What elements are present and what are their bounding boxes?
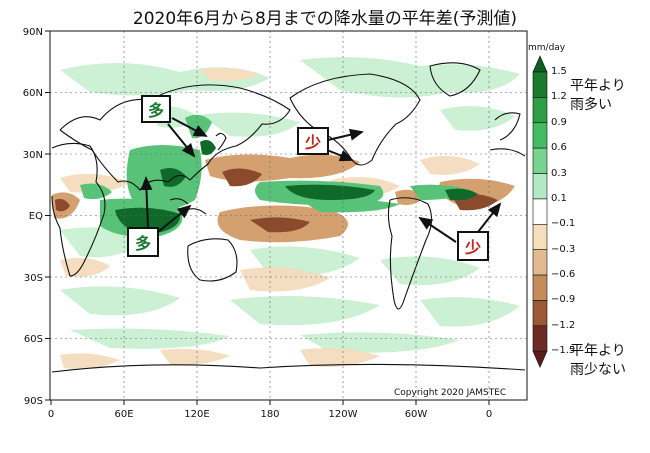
colorbar-tick-label: −1.5 — [551, 345, 576, 357]
islands-outline — [169, 198, 189, 205]
callout-label: 多 — [135, 234, 151, 253]
callout-dry-1: 少 — [297, 127, 329, 155]
wet-label-line2: 雨多い — [570, 97, 612, 113]
tick-marks — [45, 30, 490, 405]
colorbar-unit: mm/day — [528, 43, 566, 53]
lon-label: 120E — [184, 409, 209, 420]
lon-label: 180 — [260, 409, 279, 420]
colorbar-tick-label: 0.6 — [551, 142, 567, 154]
australia-outline — [187, 238, 238, 282]
colorbar-top-triangle — [532, 55, 548, 73]
wet-label-line1: 平年より — [570, 78, 626, 94]
lat-label: 60N — [23, 88, 43, 99]
lat-label: 30S — [24, 273, 43, 284]
gridlines — [50, 31, 527, 400]
colorbar-segment — [532, 224, 548, 250]
dry-label-line1: 平年より — [570, 343, 626, 359]
colorbar-bottom-triangle — [532, 350, 548, 368]
callout-wet-2: 多 — [127, 227, 159, 257]
greenland-outline — [429, 62, 481, 97]
lat-label: 60S — [24, 334, 43, 345]
callout-dry-2: 少 — [457, 231, 489, 261]
colorbar-tick-label: 0.9 — [551, 116, 567, 128]
colorbar-tick-label: 0.3 — [551, 167, 567, 179]
lat-label: 90N — [23, 27, 43, 38]
callout-label: 多 — [148, 101, 164, 120]
africa-outline — [51, 142, 106, 277]
colorbar-tick-label: −0.6 — [551, 269, 576, 281]
colorbar-segment — [532, 300, 548, 327]
lon-label: 0 — [48, 409, 54, 420]
colorbar-tick-label: 1.2 — [551, 91, 567, 103]
callout-label: 少 — [304, 133, 321, 152]
colorbar-tick-label: −1.2 — [551, 319, 576, 331]
south-america-outline — [387, 197, 433, 310]
dry-label-line2: 雨少ない — [570, 362, 626, 378]
colorbar-segment — [532, 249, 548, 276]
africa-right-outline — [489, 148, 526, 157]
map-title: 2020年6月から8月までの降水量の平年差(予測値) — [132, 9, 518, 29]
lon-label: 0 — [486, 409, 492, 420]
colorbar-tick-label: −0.9 — [551, 294, 576, 306]
lat-label: 90S — [24, 396, 43, 407]
colorbar-segment — [532, 325, 548, 352]
light-dry-areas — [60, 67, 480, 369]
lon-label: 60W — [405, 409, 428, 420]
colorbar-tick-label: −0.3 — [551, 243, 576, 255]
longitude-labels: 0 60E 120E 180 120W 60W 0 — [48, 409, 492, 420]
lat-label: EQ — [29, 211, 43, 222]
colorbar-segment — [532, 173, 548, 200]
lat-label: 30N — [23, 150, 43, 161]
colorbar-tick-label: −0.1 — [551, 218, 576, 230]
colorbar-tick-label: 1.5 — [551, 66, 567, 77]
callout-wet-1: 多 — [141, 95, 171, 123]
colorbar-segment — [532, 147, 548, 174]
latitude-labels: 90N 60N 30N EQ 30S 60S 90S — [23, 27, 43, 407]
colorbar-segment — [532, 122, 548, 149]
colorbar-tick-label: 0.1 — [551, 192, 567, 204]
callout-arrows — [140, 117, 502, 243]
colorbar-segment — [532, 274, 548, 301]
callout-label: 少 — [464, 238, 481, 257]
colorbar — [532, 55, 548, 368]
japan-outline — [215, 132, 227, 151]
colorbar-segment — [532, 198, 548, 225]
antarctica-outline — [51, 363, 526, 373]
colorbar-segment — [532, 71, 548, 98]
colorbar-segment — [532, 97, 548, 124]
lon-label: 60E — [114, 409, 133, 420]
lon-label: 120W — [329, 409, 358, 420]
europe-right-outline — [494, 112, 521, 141]
copyright: Copyright 2020 JAMSTEC — [394, 388, 507, 398]
